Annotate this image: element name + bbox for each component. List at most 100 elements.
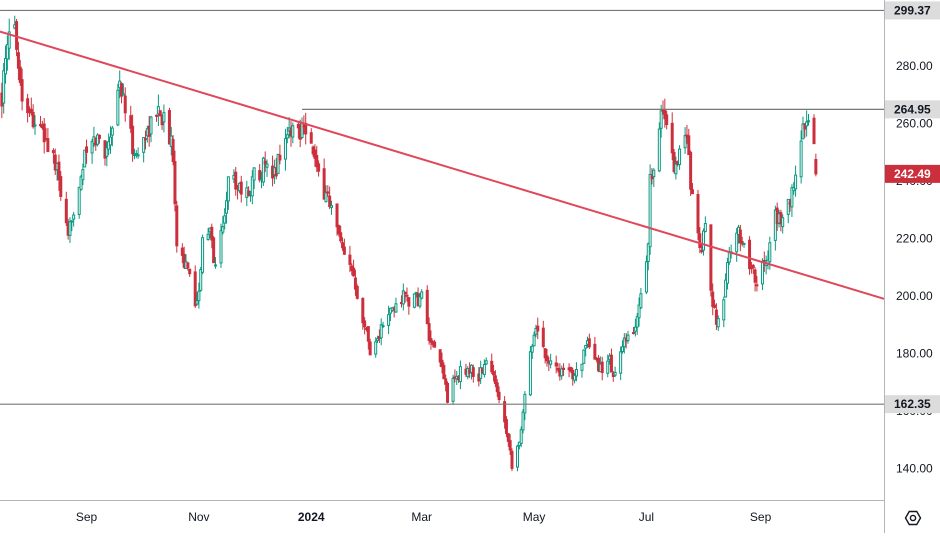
level-price-tag[interactable]: 162.35	[885, 395, 940, 414]
candle-body	[317, 163, 321, 172]
candle-body	[484, 360, 488, 365]
candle-body	[180, 247, 184, 256]
candle	[210, 223, 214, 249]
candle	[573, 372, 577, 384]
candle-body	[805, 121, 809, 127]
candle	[689, 150, 693, 196]
candle-body	[541, 327, 545, 347]
candle	[324, 185, 328, 203]
candle	[26, 93, 30, 123]
candle	[221, 216, 225, 235]
candle	[803, 123, 807, 138]
candle-body	[70, 220, 74, 223]
candle-body	[363, 320, 367, 328]
candle-body	[532, 334, 536, 347]
candle-body	[330, 205, 333, 208]
candle-body	[234, 171, 238, 190]
candle-body	[46, 138, 50, 153]
level-price-tag-box	[885, 395, 940, 414]
candle-body	[545, 355, 549, 362]
price-tick-label: 280.00	[896, 59, 933, 73]
candle	[201, 234, 205, 275]
candle-body	[738, 229, 742, 244]
candle-body	[171, 139, 175, 163]
candle	[291, 122, 295, 144]
level-price-tag[interactable]: 299.37	[885, 1, 940, 20]
candle-body	[698, 233, 702, 249]
candle-body	[339, 232, 343, 242]
settings-gear-icon[interactable]	[904, 510, 922, 526]
candle-body	[735, 232, 739, 253]
candle-body	[444, 378, 448, 385]
candle	[175, 200, 179, 253]
time-tick-label: Sep	[750, 510, 772, 524]
candle-body	[368, 341, 372, 356]
candle-body	[123, 95, 127, 114]
candle	[348, 245, 352, 273]
candle-body	[201, 237, 205, 273]
candle	[407, 297, 411, 315]
candle	[322, 158, 326, 200]
candle	[451, 374, 455, 405]
candle	[742, 242, 746, 248]
candle	[182, 246, 186, 269]
candle-body	[806, 120, 810, 123]
candle-body	[374, 341, 378, 355]
candle	[42, 117, 46, 154]
candle-body	[291, 125, 295, 138]
candle-body	[107, 141, 111, 150]
candle-body	[120, 83, 124, 97]
candle-body	[142, 137, 146, 153]
candle	[353, 269, 357, 296]
candle	[265, 159, 269, 177]
candle-body	[471, 367, 475, 377]
candle-body	[394, 303, 398, 313]
candle	[440, 352, 444, 374]
last-price-tag[interactable]: 242.49	[885, 164, 940, 183]
candle-body	[110, 127, 114, 136]
candle-body	[210, 226, 214, 241]
candle	[420, 289, 424, 300]
candle	[493, 370, 497, 388]
candle-body	[155, 114, 159, 117]
candle-body	[309, 132, 313, 144]
candle-body	[261, 157, 265, 183]
level-price-tag-label: 264.95	[894, 102, 931, 116]
candle-body	[606, 360, 610, 374]
candle-body	[650, 175, 654, 180]
candle-body	[773, 209, 777, 241]
candle-body	[670, 122, 674, 154]
candle-body	[582, 349, 586, 364]
candle-body	[324, 192, 328, 203]
candle-body	[341, 242, 345, 249]
candle-body	[748, 239, 752, 270]
candle-body	[543, 348, 547, 359]
candle	[68, 217, 72, 243]
candle	[376, 335, 380, 344]
candle-body	[801, 123, 805, 140]
candle	[180, 243, 184, 264]
candle	[724, 273, 728, 298]
candle	[193, 265, 197, 308]
candle	[258, 164, 262, 183]
candle	[569, 366, 573, 374]
candle-body	[799, 140, 803, 178]
candle-body	[657, 128, 661, 172]
candle	[309, 128, 313, 144]
candle-body	[696, 194, 700, 234]
candle	[696, 189, 700, 240]
trendline[interactable]	[0, 30, 885, 300]
candle-body	[530, 345, 534, 353]
candle-body	[16, 52, 20, 69]
candle	[534, 324, 538, 338]
candle	[315, 146, 319, 173]
level-price-tag[interactable]: 264.95	[885, 100, 940, 119]
candle	[781, 214, 785, 234]
candle	[366, 326, 370, 350]
candle	[458, 360, 462, 390]
candle-body	[790, 187, 794, 208]
candle-body	[162, 112, 166, 123]
candle	[199, 266, 203, 292]
